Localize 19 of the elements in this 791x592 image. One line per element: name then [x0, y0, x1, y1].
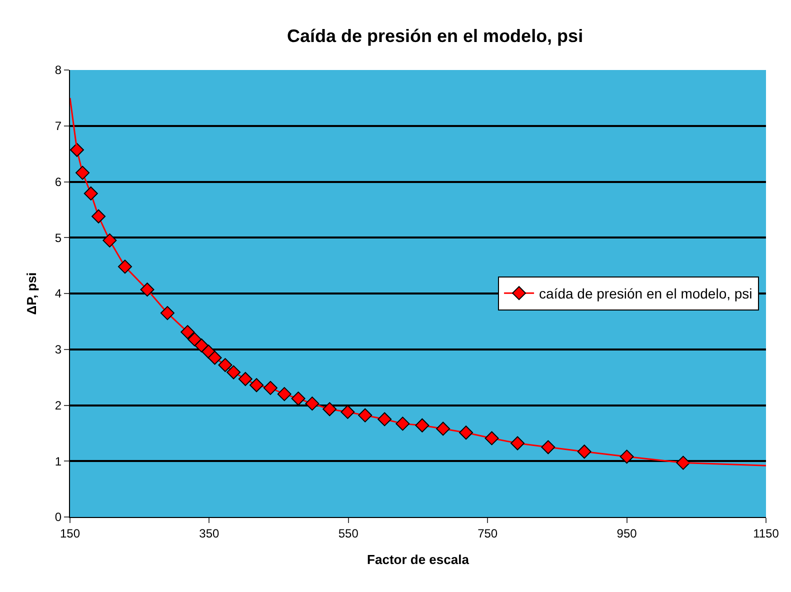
x-tick-label: 750 — [478, 526, 498, 540]
legend-label: caída de presión en el modelo, psi — [539, 286, 752, 302]
y-tick-label: 3 — [54, 342, 62, 357]
y-tick-label: 7 — [54, 119, 62, 134]
y-tick-label: 0 — [54, 510, 62, 524]
y-tick-label: 1 — [54, 454, 62, 468]
y-tick-label: 5 — [54, 230, 62, 245]
x-tick-label: 950 — [616, 526, 638, 540]
x-tick-label: 1150 — [753, 526, 780, 540]
y-tick-label: 2 — [54, 398, 62, 412]
x-axis-title: Factor de escala — [367, 552, 470, 567]
x-tick-label: 550 — [338, 526, 359, 540]
y-tick-label: 8 — [54, 63, 62, 78]
y-tick-label: 4 — [54, 286, 62, 301]
chart-title: Caída de presión en el modelo, psi — [287, 26, 584, 46]
y-axis-title: ΔP, psi — [24, 272, 39, 315]
x-tick-label: 350 — [199, 526, 220, 540]
y-tick-label: 6 — [54, 174, 62, 189]
x-tick-label: 150 — [60, 526, 80, 540]
